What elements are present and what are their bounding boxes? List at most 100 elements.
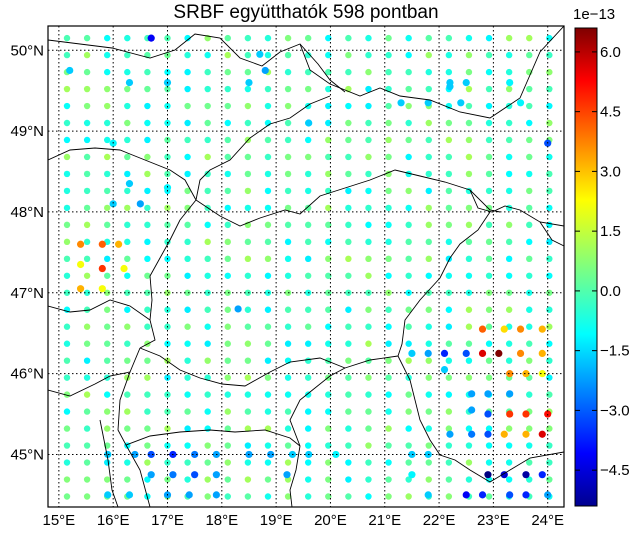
data-point	[365, 340, 372, 347]
data-point	[405, 323, 412, 330]
data-point	[284, 187, 292, 195]
data-point	[345, 306, 352, 313]
data-point	[526, 255, 533, 263]
data-point	[83, 408, 91, 415]
data-point	[204, 136, 211, 144]
data-point	[98, 264, 106, 273]
data-point	[284, 102, 292, 110]
data-point	[505, 153, 513, 161]
data-point	[83, 238, 91, 246]
data-point	[63, 153, 71, 161]
data-point	[184, 374, 191, 381]
data-point	[405, 442, 412, 449]
data-point	[505, 272, 513, 279]
data-point	[124, 289, 131, 296]
data-point	[505, 68, 513, 76]
data-point	[546, 476, 553, 483]
data-point	[485, 306, 493, 313]
data-point	[546, 255, 553, 263]
data-point	[224, 306, 231, 313]
data-point	[505, 425, 513, 432]
data-point	[244, 374, 252, 381]
data-point	[304, 204, 312, 212]
data-point	[147, 471, 155, 479]
data-point	[184, 85, 191, 93]
data-point	[465, 119, 473, 127]
data-point	[184, 391, 191, 398]
data-point	[462, 349, 470, 358]
data-point	[244, 289, 252, 296]
data-point	[505, 136, 513, 144]
data-point	[83, 34, 91, 42]
data-point	[124, 408, 131, 415]
data-point	[284, 306, 292, 313]
data-point	[204, 221, 211, 229]
data-point	[184, 425, 191, 432]
data-point	[468, 406, 476, 414]
border-serbia-romania	[397, 355, 564, 483]
data-point	[124, 204, 131, 212]
data-point	[405, 425, 412, 432]
data-point	[184, 408, 191, 415]
data-point	[425, 204, 432, 212]
data-point	[526, 102, 533, 110]
data-point	[522, 430, 530, 438]
data-point	[244, 425, 252, 432]
data-point	[204, 170, 211, 178]
data-point	[304, 476, 312, 483]
data-point	[63, 289, 71, 296]
data-point	[546, 357, 553, 364]
data-point	[304, 238, 312, 246]
data-point	[104, 102, 111, 110]
data-point	[485, 170, 493, 178]
data-point	[224, 442, 231, 449]
data-point	[325, 340, 332, 347]
data-point	[284, 493, 292, 500]
data-point	[485, 153, 493, 161]
data-point	[144, 255, 151, 263]
data-point	[63, 221, 71, 229]
data-point	[365, 170, 372, 178]
data-point	[445, 34, 453, 42]
data-point	[325, 255, 332, 263]
data-point	[264, 374, 272, 381]
data-point	[365, 493, 372, 500]
border-bosnia-serbia	[289, 445, 301, 507]
data-point	[224, 119, 231, 127]
data-point	[124, 255, 131, 263]
data-point	[204, 408, 211, 415]
data-point	[526, 425, 533, 432]
data-point	[83, 272, 91, 279]
data-point	[244, 255, 252, 263]
data-point	[325, 34, 332, 42]
data-point	[63, 204, 71, 212]
data-point	[244, 153, 252, 161]
data-point	[304, 136, 312, 144]
data-point	[325, 408, 332, 415]
data-point	[164, 153, 171, 161]
data-point	[124, 459, 131, 466]
colorbar-tick-label: 3.0	[600, 163, 621, 180]
data-point	[63, 136, 71, 144]
data-point	[425, 272, 432, 279]
data-point	[144, 357, 151, 364]
data-point	[304, 374, 312, 381]
data-point	[76, 285, 85, 293]
data-point	[204, 187, 211, 195]
graticule	[48, 26, 564, 507]
data-point	[224, 476, 231, 483]
data-point	[345, 323, 352, 330]
data-point	[546, 221, 553, 229]
data-point	[264, 238, 272, 246]
data-point	[204, 51, 211, 59]
data-point	[465, 323, 473, 330]
data-point	[445, 442, 453, 449]
data-point	[425, 221, 432, 229]
data-point	[244, 340, 252, 347]
data-point	[484, 471, 492, 479]
data-point	[204, 272, 211, 279]
data-point	[526, 34, 533, 42]
data-point	[465, 170, 473, 178]
data-point	[485, 34, 493, 42]
data-point	[325, 238, 332, 246]
